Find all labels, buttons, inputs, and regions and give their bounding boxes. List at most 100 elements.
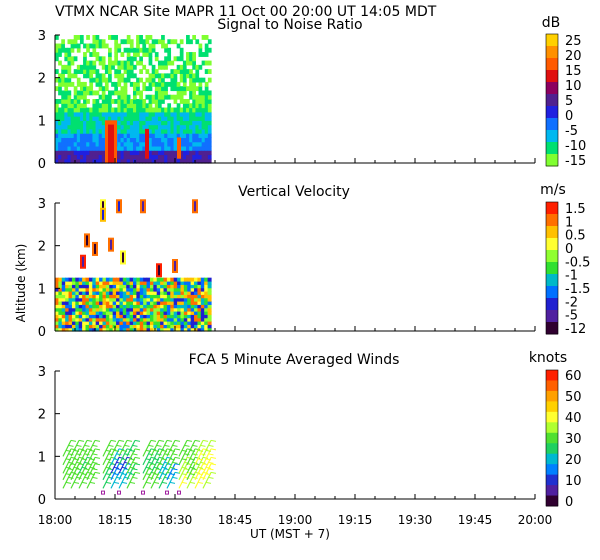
snr-cell [120, 64, 125, 70]
snr-cell [195, 86, 200, 92]
velocity-cell [58, 287, 63, 292]
velocity-cell [92, 304, 97, 309]
velocity-cell [99, 301, 104, 305]
snr-cell [117, 81, 122, 87]
snr-cell [92, 145, 97, 151]
velocity-cell [143, 284, 148, 289]
snr-cell [92, 90, 97, 96]
snr-cell [179, 158, 184, 164]
wind-barb-flag [92, 444, 98, 447]
velocity-cell [58, 297, 63, 302]
wind-barb [86, 440, 96, 457]
snr-cell [136, 124, 140, 130]
wind-barb-flag [76, 453, 82, 456]
wind-barb-flag [174, 439, 181, 442]
snr-cell [67, 145, 72, 151]
snr-cell [92, 154, 97, 160]
snr-cell [114, 47, 118, 53]
velocity-cell [78, 301, 83, 305]
velocity-cell [112, 301, 117, 305]
snr-cell [123, 133, 128, 138]
snr-cell [89, 116, 94, 121]
snr-cell [114, 35, 118, 40]
velocity-cell [153, 294, 158, 299]
velocity-cell [58, 301, 63, 305]
snr-cell [139, 60, 143, 66]
snr-cell [198, 150, 203, 156]
wind-barb-flag [113, 481, 120, 484]
velocity-cell [197, 324, 202, 329]
velocity-cell [102, 291, 107, 295]
velocity-cell [139, 311, 144, 315]
velocity-cell [99, 304, 104, 309]
snr-cell [95, 56, 100, 62]
snr-cell [129, 103, 134, 109]
wind-barb-flag [161, 466, 168, 469]
snr-cell [204, 120, 209, 126]
snr-cell [170, 124, 175, 130]
snr-cell [161, 90, 165, 96]
velocity-cell [85, 321, 90, 325]
snr-cell [198, 47, 203, 53]
velocity-cell [207, 327, 212, 332]
colorbar-label: 5 [565, 94, 573, 109]
snr-cell [207, 107, 212, 113]
snr-cell [120, 107, 125, 113]
velocity-cell [78, 281, 83, 285]
velocity-cell [160, 311, 165, 315]
snr-cell [70, 150, 75, 156]
velocity-cell [204, 297, 209, 302]
snr-cell [95, 69, 100, 74]
velocity-cell [116, 284, 121, 289]
snr-cell [186, 69, 190, 74]
velocity-cell [200, 301, 205, 305]
snr-cell [195, 94, 200, 100]
wind-barb-flag [169, 481, 176, 484]
snr-cell [114, 99, 118, 104]
snr-cell [195, 39, 200, 45]
velocity-cell [187, 307, 192, 312]
snr-cell [108, 99, 112, 104]
velocity-cell [61, 321, 66, 325]
wind-barb-flag [197, 458, 204, 461]
snr-cell [120, 141, 125, 147]
velocity-cell [187, 311, 192, 315]
wind-barb-flag [105, 481, 112, 484]
snr-cell [129, 154, 134, 160]
snr-cell [195, 111, 200, 117]
snr-cell [86, 86, 90, 92]
velocity-cell [88, 281, 93, 285]
snr-cell [73, 116, 78, 121]
snr-cell [164, 116, 168, 121]
wind-barb [110, 463, 120, 481]
snr-cell [136, 107, 140, 113]
velocity-cell [194, 281, 199, 285]
snr-cell [189, 56, 193, 62]
snr-cell [126, 124, 131, 130]
velocity-cell [85, 327, 90, 332]
wind-barb-flag [124, 476, 130, 479]
snr-cell [195, 73, 200, 79]
snr-cell [86, 64, 90, 70]
snr-cell [170, 86, 175, 92]
velocity-cell [163, 291, 168, 295]
snr-cell [195, 145, 200, 151]
snr-cell [198, 94, 203, 100]
snr-cell [76, 137, 81, 143]
wind-barb-flag [94, 456, 101, 459]
snr-cell [83, 145, 87, 151]
snr-cell [101, 107, 106, 113]
wind-barb-flag [105, 449, 112, 452]
snr-cell [70, 47, 75, 53]
snr-cell [86, 128, 90, 134]
wind-barb-flag [156, 444, 162, 447]
snr-cell [58, 107, 62, 113]
velocity-cell [116, 287, 121, 292]
wind-barb-flag [129, 466, 136, 469]
snr-cell [148, 35, 153, 40]
velocity-cell [133, 297, 137, 302]
snr-cell [133, 47, 137, 53]
velocity-cell [173, 291, 178, 295]
velocity-cell [82, 281, 87, 285]
x-tick-label: 18:00 [38, 513, 73, 527]
